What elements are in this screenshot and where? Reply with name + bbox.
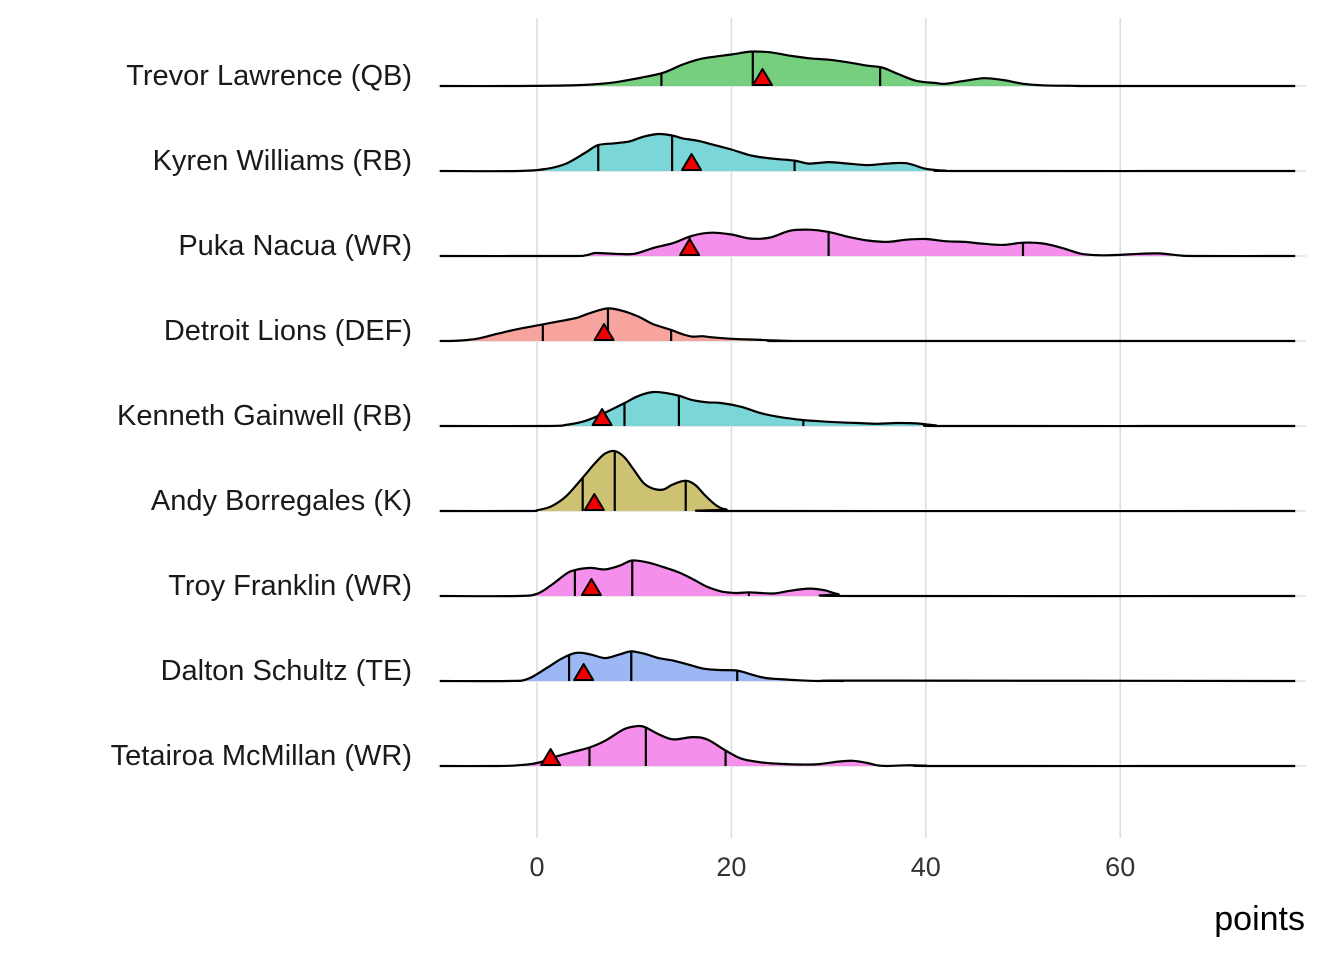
- density-area: [438, 560, 1300, 597]
- player-labels: Trevor Lawrence (QB) Kyren Williams (RB) P…: [111, 60, 412, 772]
- ridge-dalton-schultz-te: [438, 650, 1306, 683]
- player-label-troy-franklin-wr: Troy Franklin (WR): [168, 570, 412, 602]
- gridlines: [536, 18, 1121, 838]
- density-outline: [439, 390, 1296, 428]
- density-area: [438, 308, 1300, 341]
- ridge-trevor-lawrence-qb: [438, 50, 1306, 88]
- x-axis-ticks: 0 20 40 60: [529, 852, 1135, 882]
- ridge-troy-franklin-wr: [438, 559, 1306, 598]
- actual-points-marker: [580, 578, 602, 596]
- density-outline: [439, 307, 1296, 343]
- x-tick-label-0: 0: [529, 852, 544, 882]
- x-tick-label-40: 40: [911, 852, 941, 882]
- ridge-andy-borregales-k: [438, 449, 1306, 513]
- density-outline: [439, 559, 1296, 598]
- actual-points-marker: [593, 323, 615, 341]
- density-area: [438, 450, 1300, 512]
- actual-points-marker: [752, 68, 774, 86]
- player-label-detroit-lions-def: Detroit Lions (DEF): [164, 315, 412, 347]
- x-axis-title: points: [1214, 900, 1305, 938]
- density-outline: [439, 449, 1296, 513]
- density-area: [438, 51, 1300, 87]
- x-tick-label-20: 20: [716, 852, 746, 882]
- player-label-tetairoa-mcmillan-wr: Tetairoa McMillan (WR): [111, 740, 412, 772]
- density-area: [438, 651, 1300, 682]
- density-outline: [439, 228, 1296, 258]
- actual-points-marker: [573, 663, 595, 681]
- density-area: [438, 725, 1300, 767]
- ridge-tetairoa-mcmillan-wr: [438, 724, 1306, 768]
- ridge-kenneth-gainwell-rb: [438, 390, 1306, 428]
- actual-points-marker: [583, 493, 605, 511]
- player-label-andy-borregales-k: Andy Borregales (K): [151, 485, 412, 517]
- x-tick-label-60: 60: [1105, 852, 1135, 882]
- density-area: [438, 133, 1300, 172]
- player-label-dalton-schultz-te: Dalton Schultz (TE): [161, 655, 412, 687]
- ridges: [438, 50, 1306, 768]
- player-label-trevor-lawrence-qb: Trevor Lawrence (QB): [126, 60, 412, 92]
- ridge-detroit-lions-def: [438, 307, 1306, 343]
- actual-points-marker: [591, 408, 613, 426]
- player-label-puka-nacua-wr: Puka Nacua (WR): [178, 230, 412, 262]
- density-area: [438, 391, 1300, 427]
- actual-points-marker: [540, 748, 562, 766]
- actual-points-marker: [679, 238, 701, 256]
- ridge-puka-nacua-wr: [438, 228, 1306, 258]
- density-outline: [439, 650, 1296, 683]
- density-outline: [439, 724, 1296, 768]
- density-outline: [439, 50, 1296, 88]
- player-label-kenneth-gainwell-rb: Kenneth Gainwell (RB): [117, 400, 412, 432]
- ridge-kyren-williams-rb: [438, 132, 1306, 173]
- density-outline: [439, 132, 1296, 173]
- density-area: [438, 229, 1300, 257]
- actual-points-marker: [681, 153, 703, 171]
- player-label-kyren-williams-rb: Kyren Williams (RB): [153, 145, 412, 177]
